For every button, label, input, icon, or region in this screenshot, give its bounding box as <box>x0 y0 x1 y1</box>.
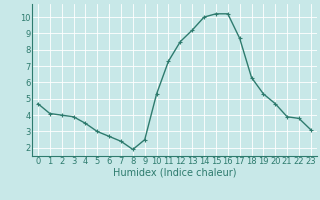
X-axis label: Humidex (Indice chaleur): Humidex (Indice chaleur) <box>113 168 236 178</box>
